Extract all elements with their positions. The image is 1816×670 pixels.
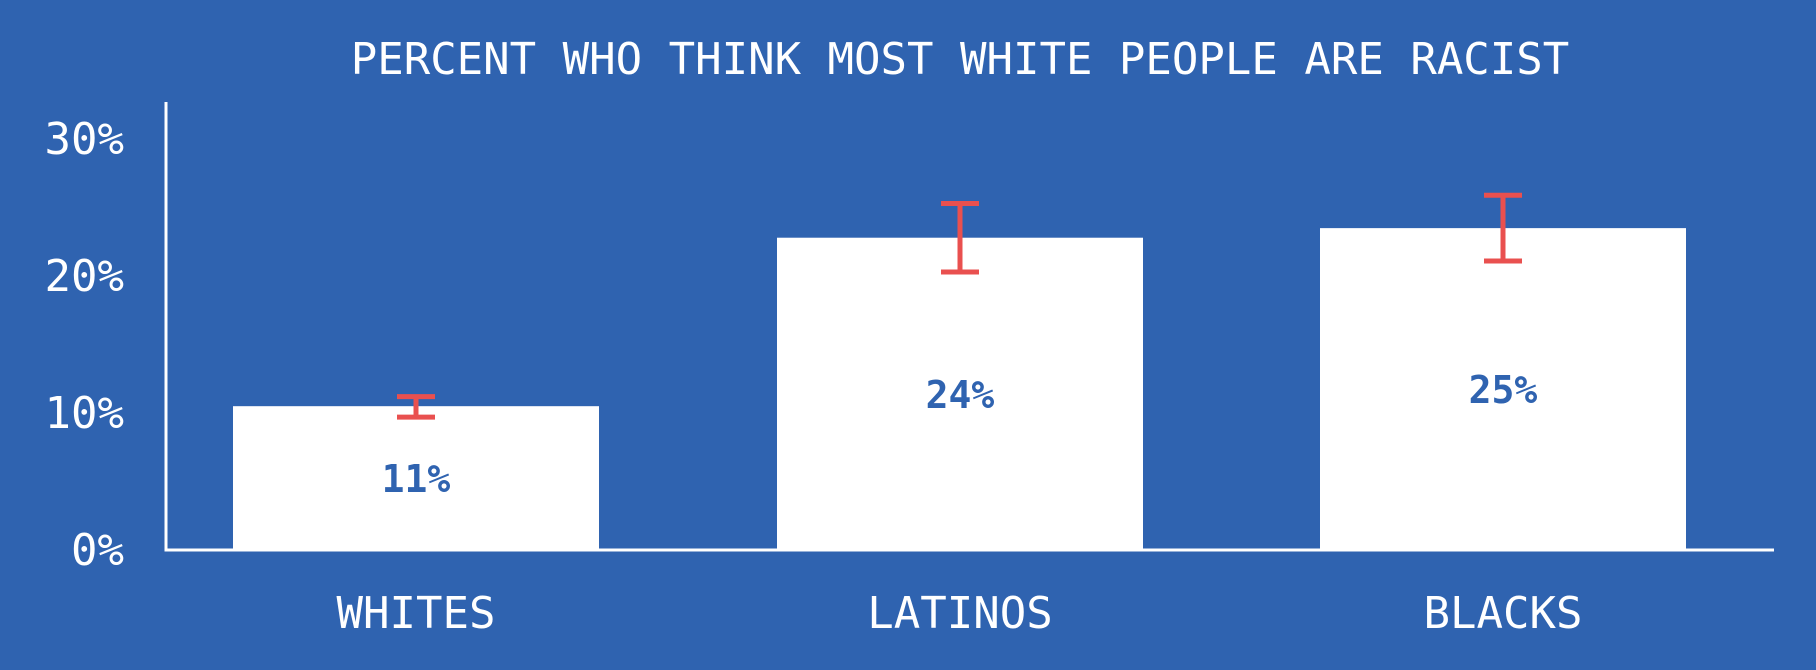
value-labels: 11% 24% 25%: [382, 368, 1538, 501]
bar-blacks: [1320, 228, 1686, 550]
y-axis-ticks: 0% 10% 20% 30%: [45, 114, 124, 576]
error-bar-whites: [397, 394, 435, 420]
error-bar-latinos: [941, 200, 979, 275]
chart-title: PERCENT WHO THINK MOST WHITE PEOPLE ARE …: [351, 34, 1570, 85]
bars: [233, 228, 1686, 550]
value-label-whites: 11%: [382, 457, 451, 501]
y-tick-label: 0%: [71, 525, 124, 576]
value-label-blacks: 25%: [1469, 368, 1538, 412]
category-label-whites: WHITES: [337, 588, 496, 639]
x-axis-categories: WHITES LATINOS BLACKS: [337, 588, 1583, 639]
category-label-latinos: LATINOS: [867, 588, 1052, 639]
bar-whites: [233, 406, 599, 550]
error-bar-blacks: [1484, 192, 1522, 264]
y-tick-label: 30%: [45, 114, 124, 165]
category-label-blacks: BLACKS: [1424, 588, 1583, 639]
bar-latinos: [777, 237, 1143, 550]
error-bars: [397, 192, 1522, 420]
y-tick-label: 20%: [45, 251, 124, 302]
value-label-latinos: 24%: [926, 373, 995, 417]
y-tick-label: 10%: [45, 388, 124, 439]
